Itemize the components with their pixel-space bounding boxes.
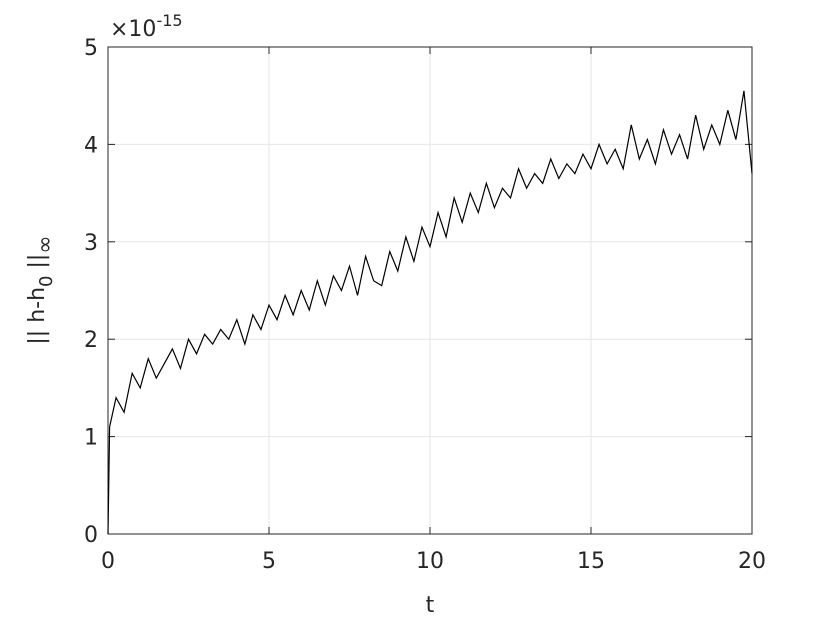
y-multiplier: ×10-15 (110, 11, 183, 42)
x-tick-label: 15 (577, 549, 605, 574)
data-line (107, 90, 753, 535)
x-tick-label: 0 (101, 549, 115, 574)
x-tick-label: 20 (738, 549, 766, 574)
multiplier-exponent: -15 (156, 11, 182, 30)
x-tick-label: 10 (416, 549, 444, 574)
x-axis-label: t (426, 593, 435, 618)
multiplier-base: ×10 (110, 17, 156, 42)
ylabel-sub: ∞ (33, 235, 58, 253)
y-tick-label: 2 (84, 328, 98, 353)
y-axis-label: || h-h0 ||∞ (25, 235, 58, 344)
ylabel-sub: 0 (36, 276, 57, 287)
y-tick-label: 0 (84, 523, 98, 548)
y-tick-label: 4 (84, 133, 98, 158)
ylabel-part: || (25, 254, 50, 276)
axes-box (107, 46, 753, 535)
y-tick-label: 3 (84, 231, 98, 256)
x-tick-label: 5 (262, 549, 276, 574)
y-tick-label: 1 (84, 426, 98, 451)
y-tick-label: 5 (84, 36, 98, 61)
ylabel-part: || h-h (25, 287, 50, 345)
